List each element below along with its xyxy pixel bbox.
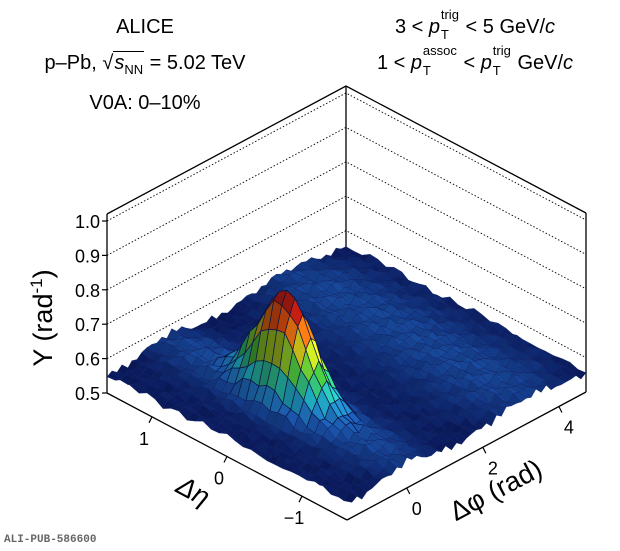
dphi-axis-line — [346, 391, 587, 521]
system-text: p–Pb, — [44, 52, 103, 74]
sqrt-symbol: √ — [102, 52, 114, 74]
r2-pre: 1 < — [376, 52, 411, 74]
trigger-pt-range-label: 3 < p trig T < 5 GeV/c — [330, 7, 620, 42]
r1-post: < 5 GeV/ — [459, 16, 546, 38]
surface-mesh — [106, 246, 587, 503]
z-gridline — [106, 230, 587, 359]
deta-tick-mark — [148, 416, 153, 424]
z-tick-label: 0.8 — [75, 281, 100, 301]
dphi-tick-mark — [558, 406, 563, 413]
dphi-tick-label: 2 — [488, 458, 498, 478]
publication-id: ALI-PUB-586600 — [4, 534, 97, 546]
y-axis-title: Δη — [171, 470, 215, 513]
deta-tick-label: 1 — [139, 429, 149, 449]
t-subscript: T — [440, 27, 449, 42]
t-subscript: T — [492, 63, 501, 78]
collision-system-label: p–Pb, √sNN = 5.02 TeV — [0, 51, 290, 77]
trig-superscript: trig — [440, 7, 459, 22]
deta-tick-label: −1 — [284, 508, 305, 528]
p-symbol: p — [428, 16, 440, 38]
centrality-label: V0A: 0–10% — [89, 92, 201, 114]
z-tick-label: 0.5 — [75, 384, 100, 404]
energy-text: = 5.02 TeV — [144, 52, 246, 74]
axis-box — [106, 85, 587, 393]
experiment-label: ALICE — [116, 16, 174, 38]
z-gridlines — [106, 92, 587, 359]
trig-superscript: trig — [492, 43, 511, 58]
pt-trig-symbol: p trig T — [480, 43, 512, 78]
z-tick-label: 0.7 — [75, 315, 100, 335]
deta-tick-mark — [298, 495, 303, 503]
c-symbol: c — [563, 52, 574, 74]
r2-mid: < — [457, 52, 481, 74]
assoc-superscript: assoc — [422, 43, 457, 58]
sqrt-snn: sNN — [113, 51, 145, 77]
s-symbol: s — [114, 52, 125, 74]
deta-tick-label: 0 — [214, 469, 224, 489]
z-axis-title: Y (rad-1) — [27, 269, 58, 366]
dphi-tick-label: 0 — [412, 499, 422, 519]
z-gridline — [106, 126, 587, 256]
r1-pre: 3 < — [394, 16, 429, 38]
pt-trig-symbol: p trig T — [428, 7, 460, 42]
assoc-pt-range-label: 1 < p assoc T < p trig T GeV/c — [330, 43, 620, 78]
dphi-tick-label: 4 — [564, 418, 574, 438]
t-subscript: T — [422, 63, 431, 78]
nn-subscript: NN — [124, 62, 144, 77]
z-gridline — [106, 161, 587, 291]
dphi-tick-mark — [482, 446, 487, 454]
p-symbol: p — [410, 52, 422, 74]
deta-tick-mark — [223, 456, 228, 463]
z-tick-label: 1.0 — [75, 212, 100, 232]
r2-post: GeV/ — [511, 52, 564, 74]
z-tick-label: 0.9 — [75, 246, 100, 266]
z-tick-label: 0.6 — [75, 350, 100, 370]
z-gridline — [106, 92, 587, 222]
surface-cell — [338, 497, 353, 503]
z-gridline — [106, 195, 587, 325]
dphi-tick-mark — [406, 487, 411, 495]
axes: 0.5 0.6 0.7 0.8 0.9 1.0 0 2 4 1 0 −1 — [75, 212, 587, 528]
p-symbol: p — [480, 52, 492, 74]
pt-assoc-symbol: p assoc T — [410, 43, 458, 78]
c-symbol: c — [545, 16, 556, 38]
